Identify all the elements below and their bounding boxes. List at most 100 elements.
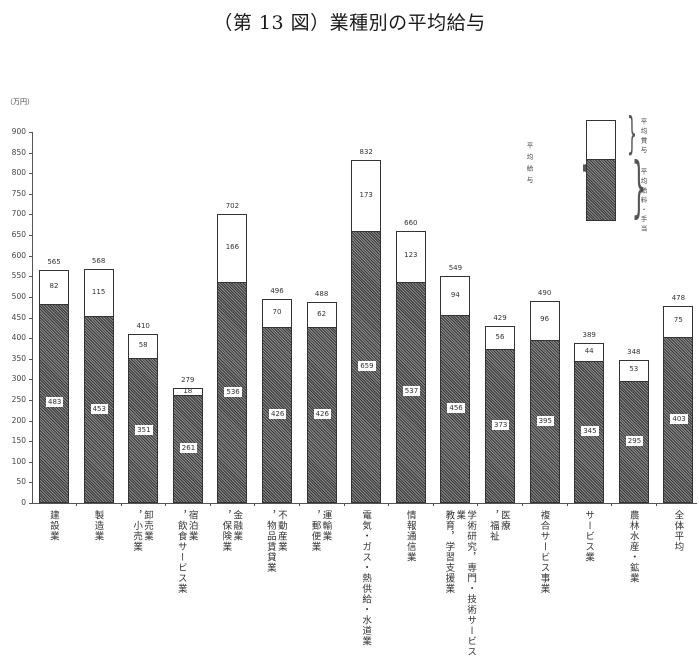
bar-segment-bonus (485, 326, 515, 351)
legend-base-brace: } (631, 148, 647, 225)
bar-bonus-label: 70 (272, 307, 282, 316)
bar-total-label: 389 (582, 330, 596, 339)
x-tick-mark (76, 503, 77, 506)
bar-bonus-label: 94 (450, 290, 460, 299)
x-category-label-line: ，保険業 (220, 510, 232, 552)
x-category-label-line: 教育，学習支援業 (443, 510, 455, 594)
x-category-label-line: 宿泊業 (186, 510, 198, 542)
x-tick-mark (254, 503, 256, 506)
bar-total-label: 549 (448, 264, 463, 273)
bar-segment-bonus (351, 160, 382, 233)
x-category-label: 宿泊業 ，飲食サービス業 (175, 510, 198, 594)
x-category-label: 複合サービス事業 (538, 510, 550, 594)
x-category-label: サービス業 (582, 510, 594, 563)
bar-base-label: 373 (492, 420, 510, 431)
x-category-label-line: ，飲食サービス業 (175, 510, 187, 594)
bar-base-label: 536 (224, 386, 242, 397)
x-category-label-line: 金融業 (231, 510, 243, 542)
bar-total-label: 488 (314, 289, 329, 298)
x-tick-mark (165, 503, 167, 506)
bar-bonus-label: 56 (495, 332, 505, 341)
y-tick-label: 450 (11, 312, 26, 322)
bar-total-label: 429 (493, 314, 507, 323)
x-tick-mark (477, 503, 479, 506)
x-category-label: 建設業 (47, 510, 59, 542)
x-category-label: 製造業 (92, 510, 104, 542)
y-axis (32, 132, 33, 503)
x-category-label: 卸売業 ，小売業 (130, 510, 153, 552)
y-tick-mark (29, 358, 32, 360)
x-category-label-line: ，郵便業 (309, 510, 321, 552)
bar-bonus-label: 173 (359, 190, 373, 199)
bar-segment-base (351, 231, 382, 503)
x-category-label-line: ，福祉 (487, 510, 499, 542)
y-tick-mark (29, 461, 32, 463)
bar-bonus-label: 58 (138, 341, 148, 350)
x-category-label-line: 不動産業 (275, 510, 287, 552)
bar-base-label: 453 (90, 403, 108, 414)
x-tick-mark (611, 503, 613, 506)
x-category-label-line: 医療 (498, 510, 510, 531)
bar-bonus-label: 96 (540, 315, 550, 324)
y-tick-label: 800 (11, 168, 26, 178)
y-tick-label: 600 (11, 250, 26, 260)
bar-bonus-label: 82 (49, 281, 59, 290)
x-category-label-line: 製造業 (92, 510, 104, 542)
x-category-label: 情報通信業 (404, 510, 416, 563)
x-tick-mark (388, 503, 390, 506)
legend-total-label: 平均給与 (525, 142, 533, 188)
bar-base-label: 351 (135, 424, 153, 435)
y-tick-mark (29, 503, 32, 504)
x-axis (32, 503, 697, 504)
x-category-label: 運輸業 ，郵便業 (309, 510, 332, 552)
bar-segment-bonus (618, 359, 649, 383)
y-tick-label: 850 (11, 147, 26, 157)
bar-segment-bonus (262, 298, 292, 329)
y-tick-mark (29, 255, 32, 257)
y-tick-label: 100 (11, 456, 26, 466)
bar-segment-base (485, 349, 515, 503)
y-tick-mark (29, 441, 32, 443)
bar-bonus-label: 62 (317, 309, 327, 318)
bar-segment-base (395, 281, 426, 503)
x-category-label-line: 農林水産・鉱業 (627, 510, 639, 584)
y-tick-mark (29, 152, 32, 154)
y-tick-label: 200 (11, 415, 26, 425)
bar-segment-bonus (663, 305, 694, 338)
x-category-label: 全体平均 (671, 510, 684, 552)
y-tick-label: 500 (11, 291, 26, 301)
bar-segment-bonus (395, 230, 426, 283)
y-tick-mark (29, 338, 32, 340)
y-tick-label: 750 (11, 188, 26, 198)
x-tick-mark (432, 503, 434, 506)
x-category-label-line: 電気・ガス・熱供給・水道業 (360, 510, 372, 647)
bar-bonus-label: 166 (225, 242, 240, 251)
bar-segment-bonus (172, 387, 203, 397)
bar-base-label: 426 (269, 409, 287, 420)
y-tick-mark (29, 317, 32, 319)
x-category-label-line: 学術研究，専門・技術サービス業 (454, 510, 477, 657)
bar-total-label: 279 (181, 375, 195, 384)
bar-base-label: 659 (358, 361, 376, 372)
y-tick-mark (29, 482, 32, 484)
legend-base-label: 平均給料・手当 (639, 168, 647, 235)
y-tick-label: 650 (11, 230, 26, 240)
bar-total-label: 568 (91, 256, 106, 265)
bar-total-label: 565 (47, 258, 61, 267)
x-tick-mark (209, 503, 211, 506)
y-tick-mark (29, 379, 32, 381)
x-category-label-line: 運輸業 (320, 510, 332, 542)
bar-total-label: 348 (627, 347, 641, 356)
bar-total-label: 490 (537, 288, 552, 297)
bar-total-label: 478 (671, 293, 686, 302)
bar-bonus-label: 115 (91, 287, 106, 296)
bar-bonus-label: 53 (629, 365, 639, 374)
bar-bonus-label: 123 (404, 251, 418, 260)
x-category-label-line: 全体平均 (672, 510, 684, 552)
bar-total-label: 702 (225, 201, 240, 210)
x-category-label-line: 情報通信業 (404, 510, 416, 563)
y-tick-mark (29, 214, 32, 216)
bar-segment-bonus (128, 334, 159, 360)
bar-bonus-label: 75 (673, 316, 683, 325)
x-category-label: 農林水産・鉱業 (627, 510, 639, 584)
